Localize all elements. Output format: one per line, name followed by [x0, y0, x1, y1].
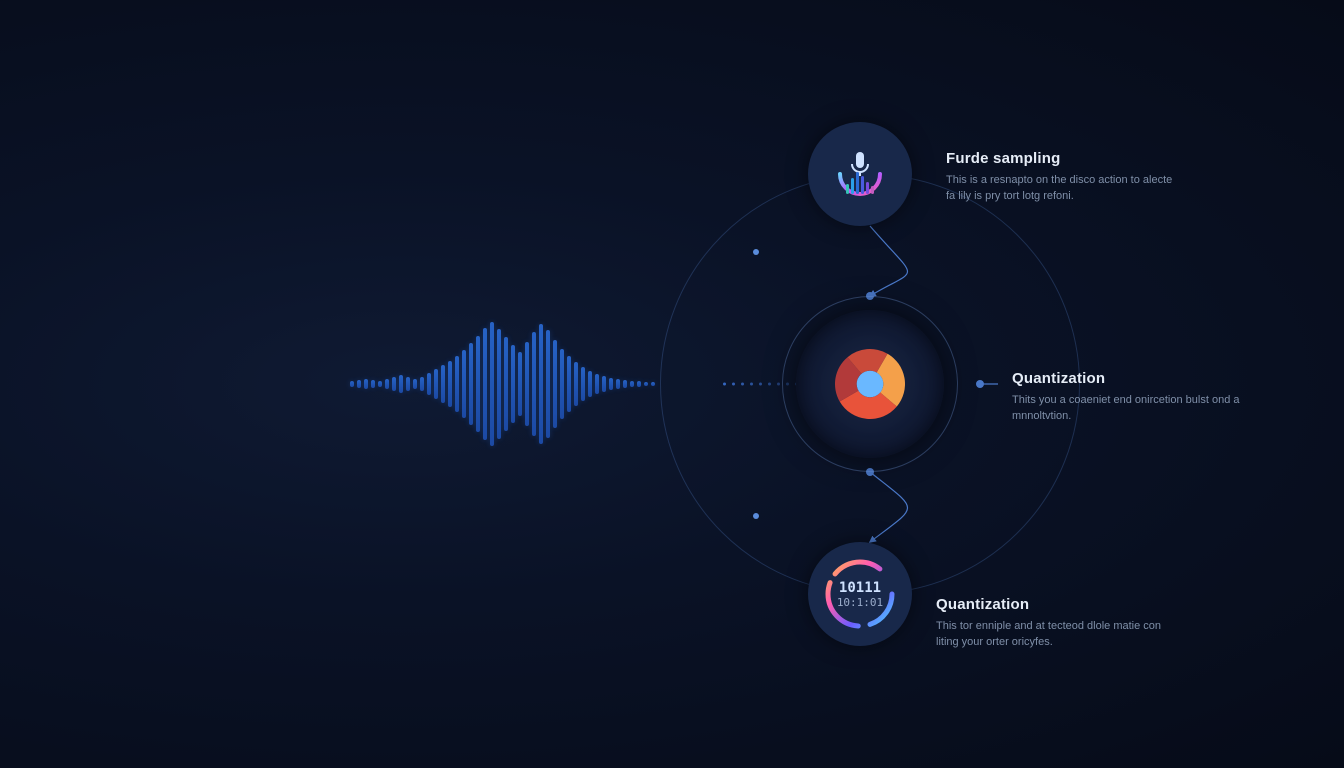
svg-text:10111: 10111: [839, 580, 881, 596]
quantization-label: Quantization Thits you a coaeniet end on…: [1012, 370, 1242, 425]
sampling-desc: This is a resnapto on the disco action t…: [946, 173, 1176, 205]
binary-ring-icon: 1011110:1:01: [818, 552, 902, 636]
quantization-title: Quantization: [1012, 370, 1242, 387]
quantization-desc: Thits you a coaeniet end onircetion buls…: [1012, 393, 1242, 425]
infographic-stage: 1011110:1:01 Furde sampling This is a re…: [0, 0, 1344, 768]
audio-waveform: [350, 322, 655, 446]
sampling-node: [808, 122, 912, 226]
microphone-bars-icon: [824, 138, 896, 210]
svg-text:10:1:01: 10:1:01: [837, 596, 883, 609]
encoding-node: 1011110:1:01: [808, 542, 912, 646]
sampling-title: Furde sampling: [946, 150, 1176, 167]
encoding-label: Quantization This tor enniple and at tec…: [936, 596, 1166, 651]
encoding-title: Quantization: [936, 596, 1166, 613]
quantization-node: [796, 310, 944, 458]
quantization-pie-icon: [835, 349, 905, 419]
orbit-dot: [753, 513, 759, 519]
orbit-dot: [753, 249, 759, 255]
sampling-label: Furde sampling This is a resnapto on the…: [946, 150, 1176, 205]
quantization-ring: [782, 296, 958, 472]
encoding-desc: This tor enniple and at tecteod dlole ma…: [936, 619, 1166, 651]
